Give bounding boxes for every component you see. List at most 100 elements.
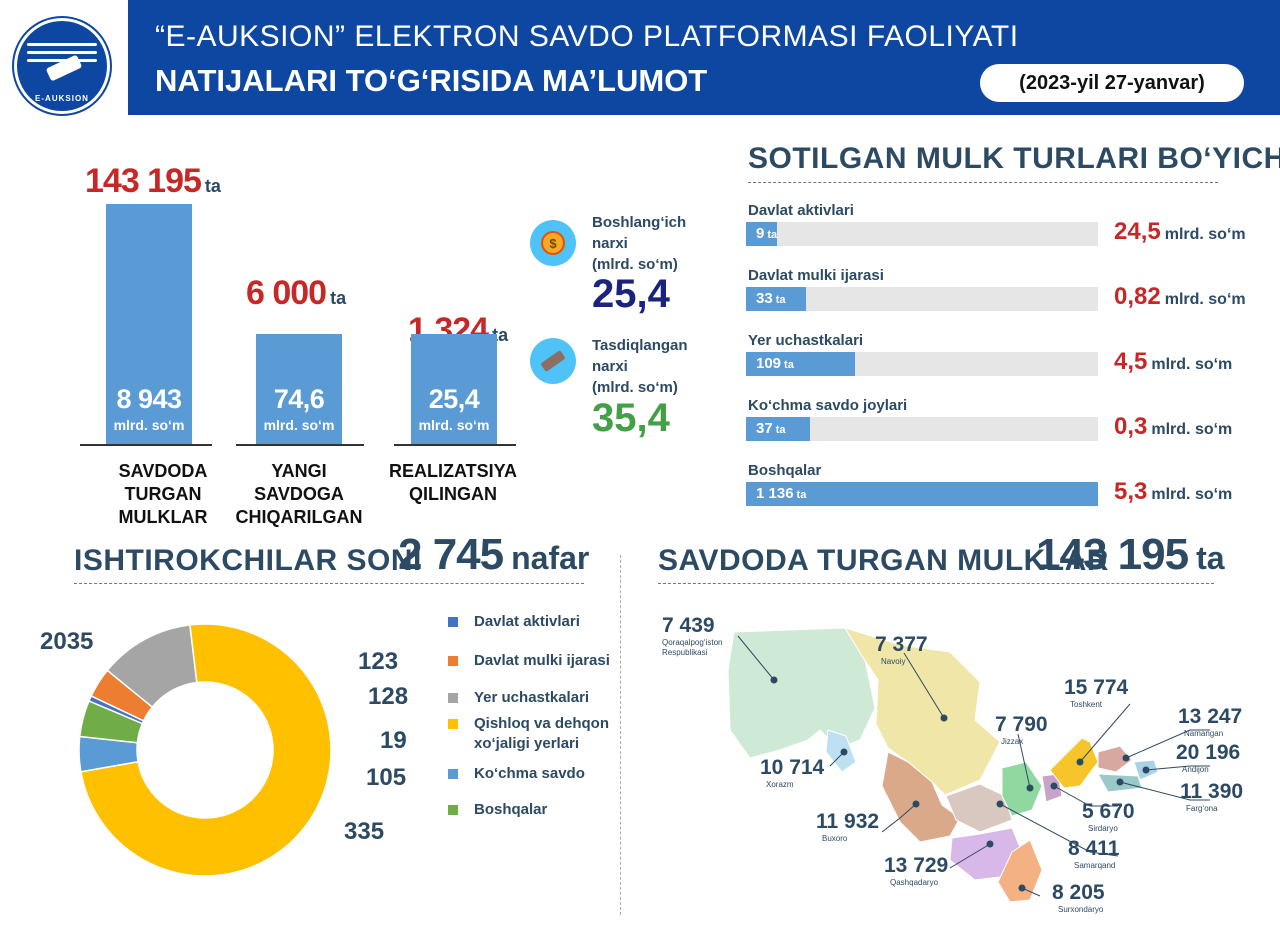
header-banner: E-AUKSION “E-AUKSION” ELEKTRON SAVDO PLA… xyxy=(0,0,1280,115)
region-value: 13 729 xyxy=(884,854,949,877)
donut-slice xyxy=(80,623,332,877)
bar-realizatsiya xyxy=(411,334,497,444)
region-name: Respublikasi xyxy=(662,648,708,657)
page-title-line2: NATIJALARI TO‘G‘RISIDA MA’LUMOT xyxy=(155,63,708,98)
region-navoiy xyxy=(843,627,1001,796)
baseline xyxy=(80,444,212,446)
e-auksion-logo: E-AUKSION xyxy=(14,18,110,114)
bar-money-label: 74,6 mlrd. so‘m xyxy=(263,384,335,433)
donut-value-label: 19 xyxy=(380,727,407,754)
property-type-track: 37 ta xyxy=(746,417,1098,441)
region-value: 7 439 xyxy=(662,614,715,637)
property-type-track: 109 ta xyxy=(746,352,1098,376)
region-name: Namangan xyxy=(1184,729,1224,738)
property-type-bar: 37 ta xyxy=(746,417,810,441)
logo-text: E-AUKSION xyxy=(35,94,89,103)
region-name: Sirdaryo xyxy=(1088,824,1118,833)
bar-money-label: 8 943 mlrd. so‘m xyxy=(113,384,185,433)
participants-title: ISHTIROKCHILAR SONI xyxy=(74,544,422,577)
logo-wave xyxy=(27,51,97,54)
property-type-bar: 109 ta xyxy=(746,352,856,376)
date-badge: (2023-yil 27-yanvar) xyxy=(980,64,1244,102)
region-buxoro xyxy=(881,751,961,843)
property-type-bar: 33 ta xyxy=(746,287,806,311)
property-type-label: Yer uchastkalari xyxy=(748,332,864,349)
region-samarqand xyxy=(945,783,1013,833)
divider xyxy=(748,182,1218,183)
donut-value-label: 105 xyxy=(366,764,407,791)
region-name: Andijon xyxy=(1182,765,1209,774)
bar-caption: SAVDODA TURGAN MULKLAR xyxy=(118,461,208,527)
region-name: Navoiy xyxy=(881,657,906,666)
divider xyxy=(74,583,584,584)
participants-donut xyxy=(78,623,332,877)
property-type-track: 33 ta xyxy=(746,287,1098,311)
participants-total: 2 745 nafar xyxy=(398,530,590,579)
starting-price-value: 25,4 xyxy=(592,272,670,316)
donut-value-label: 123 xyxy=(358,648,399,675)
region-name: Qoraqalpog‘iston xyxy=(662,638,723,647)
property-type-label: Davlat mulki ijarasi xyxy=(748,267,884,284)
bar-count-label: 6 000 ta xyxy=(246,274,347,312)
donut-value-label: 2035 xyxy=(40,628,94,655)
bar-caption: REALIZATSIYA QILINGAN xyxy=(388,461,517,504)
region-jizzax xyxy=(1001,761,1043,817)
region-value: 15 774 xyxy=(1064,676,1129,699)
region-value: 13 247 xyxy=(1178,705,1243,728)
property-type-label: Boshqalar xyxy=(748,462,822,479)
divider xyxy=(620,555,621,915)
uzbekistan-map xyxy=(727,627,1210,903)
region-value: 10 714 xyxy=(760,756,825,779)
region-qoraqalpogiston xyxy=(727,627,876,759)
property-types-title: SOTILGAN MULK TURLARI BO‘YICHA xyxy=(748,142,1280,175)
property-type-amount: 5,3 mlrd. so‘m xyxy=(1114,478,1233,505)
legend-item: Davlat aktivlari xyxy=(448,612,580,632)
region-name: Qashqadaryo xyxy=(890,878,939,887)
page-title-line1: “E-AUKSION” ELEKTRON SAVDO PLATFORMASI F… xyxy=(155,20,1019,53)
region-value: 11 390 xyxy=(1180,780,1244,803)
bar-savdoda xyxy=(106,204,192,444)
bar-count-label: 143 195 ta xyxy=(85,162,221,200)
legend-swatch xyxy=(448,805,458,815)
property-type-track: 1 136 ta xyxy=(746,482,1098,506)
region-namangan xyxy=(1097,745,1133,773)
legend-item: Qishloq va dehqon xo‘jaligi yerlari xyxy=(448,714,609,754)
legend-item: Davlat mulki ijarasi xyxy=(448,651,610,671)
legend-swatch xyxy=(448,693,458,703)
region-name: Farg‘ona xyxy=(1186,804,1218,813)
logo-wave xyxy=(27,43,97,46)
bar-yangi xyxy=(256,334,342,444)
property-type-label: Ko‘chma savdo joylari xyxy=(748,397,908,414)
divider xyxy=(658,583,1214,584)
legend-swatch xyxy=(448,769,458,779)
region-value: 11 932 xyxy=(816,810,880,833)
coin-icon: $ xyxy=(530,220,576,266)
region-value: 20 196 xyxy=(1176,741,1241,764)
region-name: Buxoro xyxy=(822,834,848,843)
legend-item: Boshqalar xyxy=(448,800,547,820)
donut-value-label: 128 xyxy=(368,683,409,710)
property-type-amount: 4,5 mlrd. so‘m xyxy=(1114,348,1233,375)
region-toshkent xyxy=(1049,737,1099,789)
region-name: Samarqand xyxy=(1074,861,1116,870)
regions-total: 143 195 ta xyxy=(1036,530,1225,579)
starting-price-label: Boshlang‘ich narxi (mlrd. so‘m) xyxy=(592,214,687,273)
property-type-label: Davlat aktivlari xyxy=(748,202,854,219)
property-type-amount: 0,3 mlrd. so‘m xyxy=(1114,413,1233,440)
legend-swatch xyxy=(448,719,458,729)
legend-item: Ko‘chma savdo xyxy=(448,764,585,784)
region-value: 8 411 xyxy=(1068,837,1120,860)
bar-money-label: 25,4 mlrd. so‘m xyxy=(418,384,490,433)
property-type-bar: 9 ta xyxy=(746,222,778,246)
bar-caption: YANGI SAVDOGA CHIQARILGAN xyxy=(235,461,363,527)
legend-swatch xyxy=(448,656,458,666)
region-name: Xorazm xyxy=(766,780,794,789)
approved-price-label: Tasdiqlangan narxi (mlrd. so‘m) xyxy=(592,337,688,396)
region-value: 5 670 xyxy=(1082,800,1135,823)
legend-swatch xyxy=(448,617,458,627)
region-name: Toshkent xyxy=(1070,700,1103,709)
region-name: Jizzax xyxy=(1001,737,1024,746)
baseline xyxy=(236,444,364,446)
property-type-track: 9 ta xyxy=(746,222,1098,246)
region-surxondaryo xyxy=(997,839,1043,903)
